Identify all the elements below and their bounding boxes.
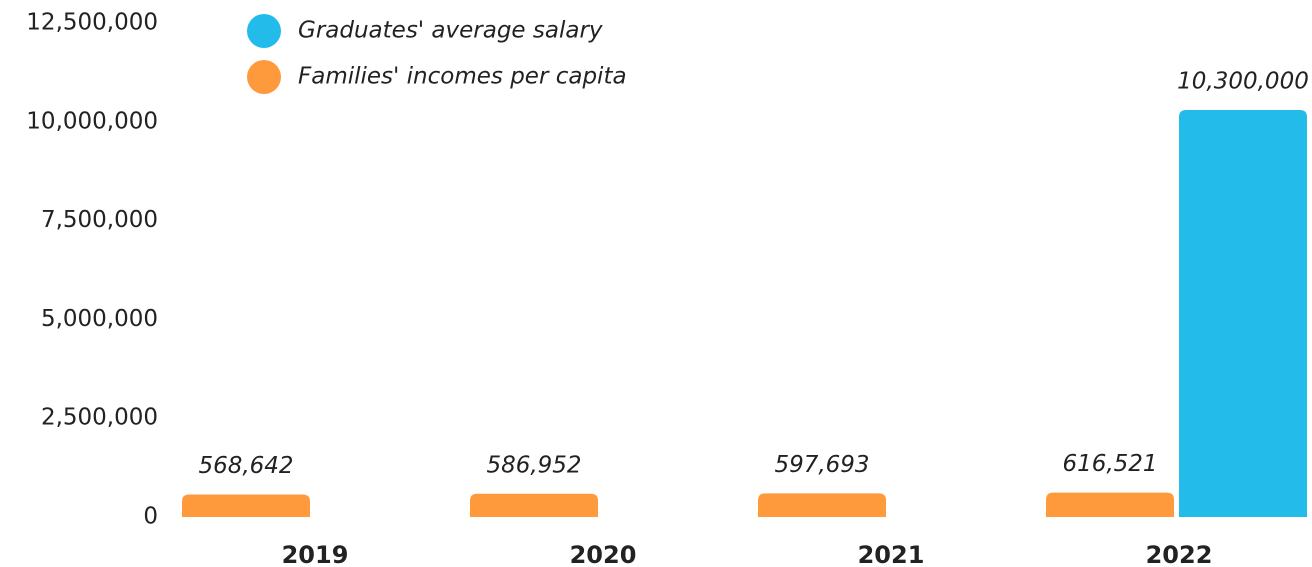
value-label: 568,642: [198, 453, 293, 479]
x-tick-label: 2022: [1146, 541, 1213, 567]
bar: [182, 494, 310, 517]
y-tick-label: 12,500,000: [26, 10, 158, 36]
y-tick-label: 10,000,000: [26, 108, 158, 134]
value-label: 586,952: [486, 452, 581, 478]
legend-swatch: [247, 60, 281, 94]
x-tick-label: 2020: [570, 541, 637, 567]
value-label: 616,521: [1062, 451, 1157, 477]
bar: [1179, 109, 1307, 517]
y-tick-label: 7,500,000: [41, 207, 158, 233]
y-tick-label: 0: [143, 504, 158, 530]
x-tick-label: 2019: [282, 541, 349, 567]
y-tick-label: 2,500,000: [41, 405, 158, 431]
bar: [1046, 492, 1174, 517]
y-tick-label: 5,000,000: [41, 306, 158, 332]
value-label: 10,300,000: [1177, 68, 1309, 94]
bar: [470, 493, 598, 517]
value-label: 597,693: [774, 452, 869, 478]
legend-label: Graduates' average salary: [298, 18, 603, 44]
bar: [758, 493, 886, 517]
x-tick-label: 2021: [858, 541, 925, 567]
legend-label: Families' incomes per capita: [298, 64, 627, 90]
legend-swatch: [247, 14, 281, 48]
